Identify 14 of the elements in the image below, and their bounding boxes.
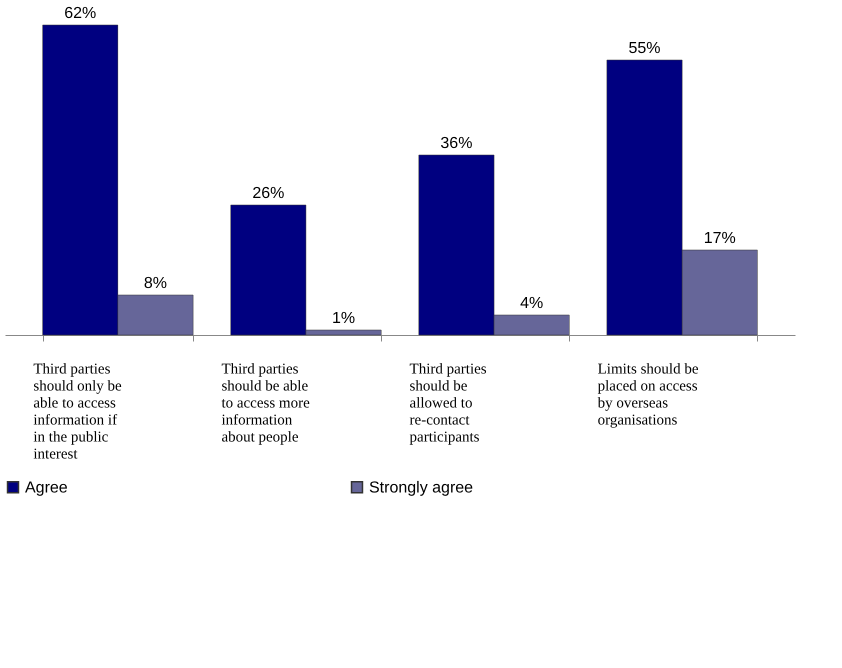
data-label: 17% xyxy=(704,230,736,247)
x-tick-label: Third parties should be able to access more information about people xyxy=(221,362,310,446)
x-tick-label: Third parties should be allowed to re-contact participants xyxy=(410,362,487,446)
data-label: 8% xyxy=(144,275,168,292)
data-label: 55% xyxy=(628,40,661,57)
data-label: 36% xyxy=(440,135,472,152)
legend-label: Agree xyxy=(25,479,68,496)
data-label: 4% xyxy=(520,295,544,312)
x-tick-label: Third parties should only be able to access information if in the public interest xyxy=(33,362,122,462)
data-label: 62% xyxy=(64,5,96,22)
x-tick-label: Limits should be placed on access by overseas organisations xyxy=(598,362,699,428)
legend-label: Strongly agree xyxy=(369,479,474,496)
data-label: 1% xyxy=(332,310,356,327)
data-label: 26% xyxy=(252,185,284,202)
